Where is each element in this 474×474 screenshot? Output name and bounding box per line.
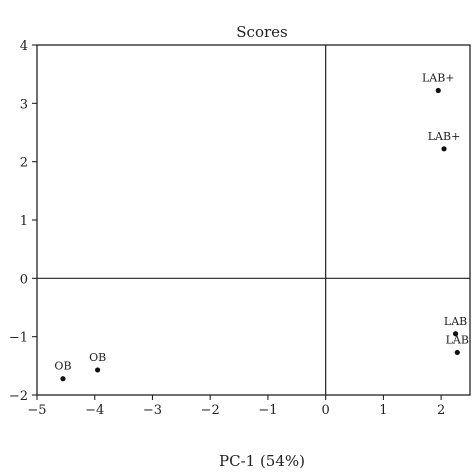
- scatter-point: [452, 331, 459, 337]
- x-tick-label: −3: [143, 403, 162, 418]
- x-tick-label: 2: [437, 403, 445, 418]
- y-tick-label: 0: [20, 272, 28, 287]
- scatter-point: [435, 87, 441, 94]
- x-tick-label: −5: [27, 403, 46, 418]
- y-tick-label: −2: [9, 389, 28, 404]
- y-tick-label: 3: [20, 97, 28, 112]
- y-tick-label: −1: [9, 331, 28, 346]
- point-label: LAB: [444, 315, 467, 328]
- x-tick-label: −2: [201, 403, 220, 418]
- x-axis: −5 −4 −3 −2 −1 0 1 2: [27, 395, 445, 418]
- point-label: OB: [54, 360, 71, 373]
- y-tick-label: 4: [20, 39, 28, 54]
- data-points: LAB+ LAB+ LAB LAB OB OB: [54, 72, 469, 382]
- y-tick-label: 1: [20, 214, 28, 229]
- point-label: OB: [89, 351, 106, 364]
- chart-title: Scores: [236, 23, 287, 41]
- x-tick-label: −1: [258, 403, 277, 418]
- y-axis: −2 −1 0 1 2 3 4: [9, 39, 37, 404]
- x-tick-label: 1: [379, 403, 387, 418]
- scatter-point: [454, 349, 460, 356]
- x-tick-label: 0: [322, 403, 330, 418]
- x-axis-label: PC-1 (54%): [219, 452, 305, 470]
- point-label: LAB+: [428, 130, 461, 143]
- y-tick-label: 2: [20, 156, 28, 171]
- scatter-point: [95, 367, 101, 373]
- plot-frame: [36, 44, 471, 396]
- zero-lines: [37, 45, 470, 395]
- x-tick-label: −4: [85, 403, 104, 418]
- scatter-point: [60, 376, 66, 382]
- point-label: LAB+: [422, 72, 455, 85]
- point-label: LAB: [446, 333, 469, 346]
- scatter-point: [441, 146, 447, 152]
